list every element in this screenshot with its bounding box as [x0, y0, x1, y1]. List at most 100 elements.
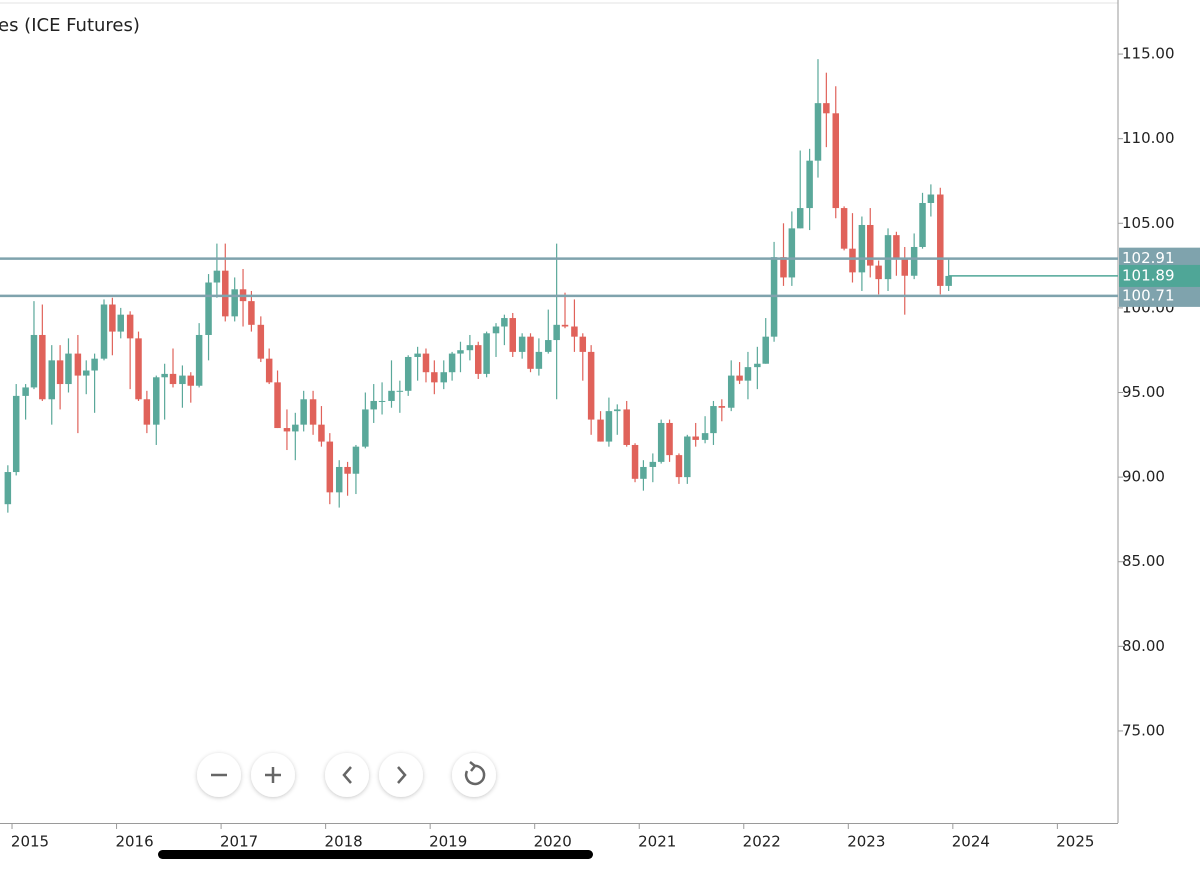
candle-body: [82, 370, 90, 376]
candle-body: [74, 353, 82, 376]
candle-body: [814, 103, 822, 161]
candle-body: [527, 336, 534, 369]
candle-body: [474, 345, 482, 374]
candle-body: [126, 314, 134, 339]
candle-body: [501, 318, 508, 327]
candle-body: [65, 353, 72, 385]
candle-body: [597, 419, 604, 442]
x-tick-label: 2022: [743, 833, 781, 851]
candle-body: [945, 275, 952, 286]
candle-body: [796, 208, 804, 229]
candle-body: [701, 433, 709, 440]
candle-body: [535, 351, 543, 369]
scroll-left-button[interactable]: [325, 753, 369, 797]
last-price-box: [1119, 264, 1200, 287]
zoom-out-button[interactable]: [197, 753, 241, 797]
scroll-right-button[interactable]: [379, 753, 423, 797]
candle-body: [205, 282, 212, 335]
chart-title: es (ICE Futures): [0, 15, 140, 36]
candle-body: [422, 353, 430, 373]
candle-body: [875, 265, 882, 280]
zoom-in-button[interactable]: [251, 753, 295, 797]
candle-body: [12, 395, 20, 473]
x-tick-label: 2021: [638, 833, 676, 851]
candle-body: [326, 441, 334, 493]
candle-body: [440, 372, 448, 383]
candle-body: [858, 224, 866, 273]
candle-body: [39, 334, 46, 400]
candle-body: [937, 194, 944, 286]
candle-body: [344, 466, 351, 474]
level-label: 102.91: [1122, 249, 1175, 267]
candle-body: [362, 409, 369, 447]
candle-body: [143, 399, 151, 425]
candle-body: [718, 406, 726, 408]
candle-body: [919, 202, 926, 247]
level-label: 100.71: [1122, 286, 1175, 304]
candle-body: [684, 436, 691, 478]
candle-body: [849, 248, 856, 273]
candle-body: [187, 375, 195, 386]
x-tick-label: 2017: [220, 833, 258, 851]
candle-body: [579, 336, 587, 352]
candle-body: [161, 373, 168, 378]
candle-body: [431, 372, 438, 383]
candle-body: [605, 411, 613, 442]
y-tick-label: 85.00: [1122, 552, 1165, 570]
x-tick-label: 2019: [429, 833, 467, 851]
candle-body: [545, 340, 552, 352]
candle-body: [631, 444, 639, 479]
candle-body: [780, 257, 787, 278]
candle-body: [483, 333, 490, 374]
candle-body: [265, 358, 273, 383]
candle-body: [657, 422, 665, 462]
candle-body: [561, 324, 569, 327]
candle-body: [587, 351, 595, 420]
candle-body: [448, 353, 456, 373]
candle-body: [388, 390, 395, 401]
candle-body: [404, 356, 412, 391]
candle-body: [274, 382, 281, 429]
candle-body: [179, 375, 186, 385]
candle-body: [318, 424, 325, 442]
candle-body: [300, 399, 307, 425]
candle-body: [4, 472, 12, 505]
x-tick-label: 2023: [847, 833, 885, 851]
reset-button[interactable]: [452, 753, 496, 797]
candle-body: [352, 446, 360, 474]
y-tick-label: 95.00: [1122, 383, 1165, 401]
candle-body: [762, 336, 769, 364]
candle-body: [867, 224, 874, 266]
candle-body: [335, 466, 343, 493]
candle-body: [710, 406, 717, 434]
candle-body: [283, 428, 291, 432]
candle-body: [91, 358, 98, 371]
candle-body: [884, 235, 892, 280]
candle-body: [623, 409, 630, 445]
candle-body: [30, 334, 38, 388]
candle-body: [213, 270, 221, 283]
candle-body: [675, 455, 683, 478]
candle-body: [754, 363, 761, 368]
candle-body: [457, 350, 464, 354]
candle-body: [553, 324, 560, 341]
candle-body: [466, 345, 474, 351]
candle-body: [901, 258, 908, 276]
candle-body: [736, 375, 743, 381]
candle-body: [509, 318, 516, 352]
candle-body: [910, 246, 918, 276]
x-tick-label: 2024: [952, 833, 990, 851]
y-tick-label: 75.00: [1122, 721, 1165, 739]
candle-body: [727, 375, 735, 408]
candle-body: [378, 400, 386, 402]
candle-body: [823, 103, 830, 114]
y-tick-label: 90.00: [1122, 468, 1165, 486]
x-tick-label: 2016: [115, 833, 153, 851]
last-price-label: 101.89: [1122, 266, 1175, 284]
candle-body: [788, 228, 796, 278]
x-tick-label: 2020: [534, 833, 572, 851]
candle-body: [840, 208, 848, 249]
candle-body: [640, 466, 647, 479]
x-tick-label: 2015: [11, 833, 49, 851]
